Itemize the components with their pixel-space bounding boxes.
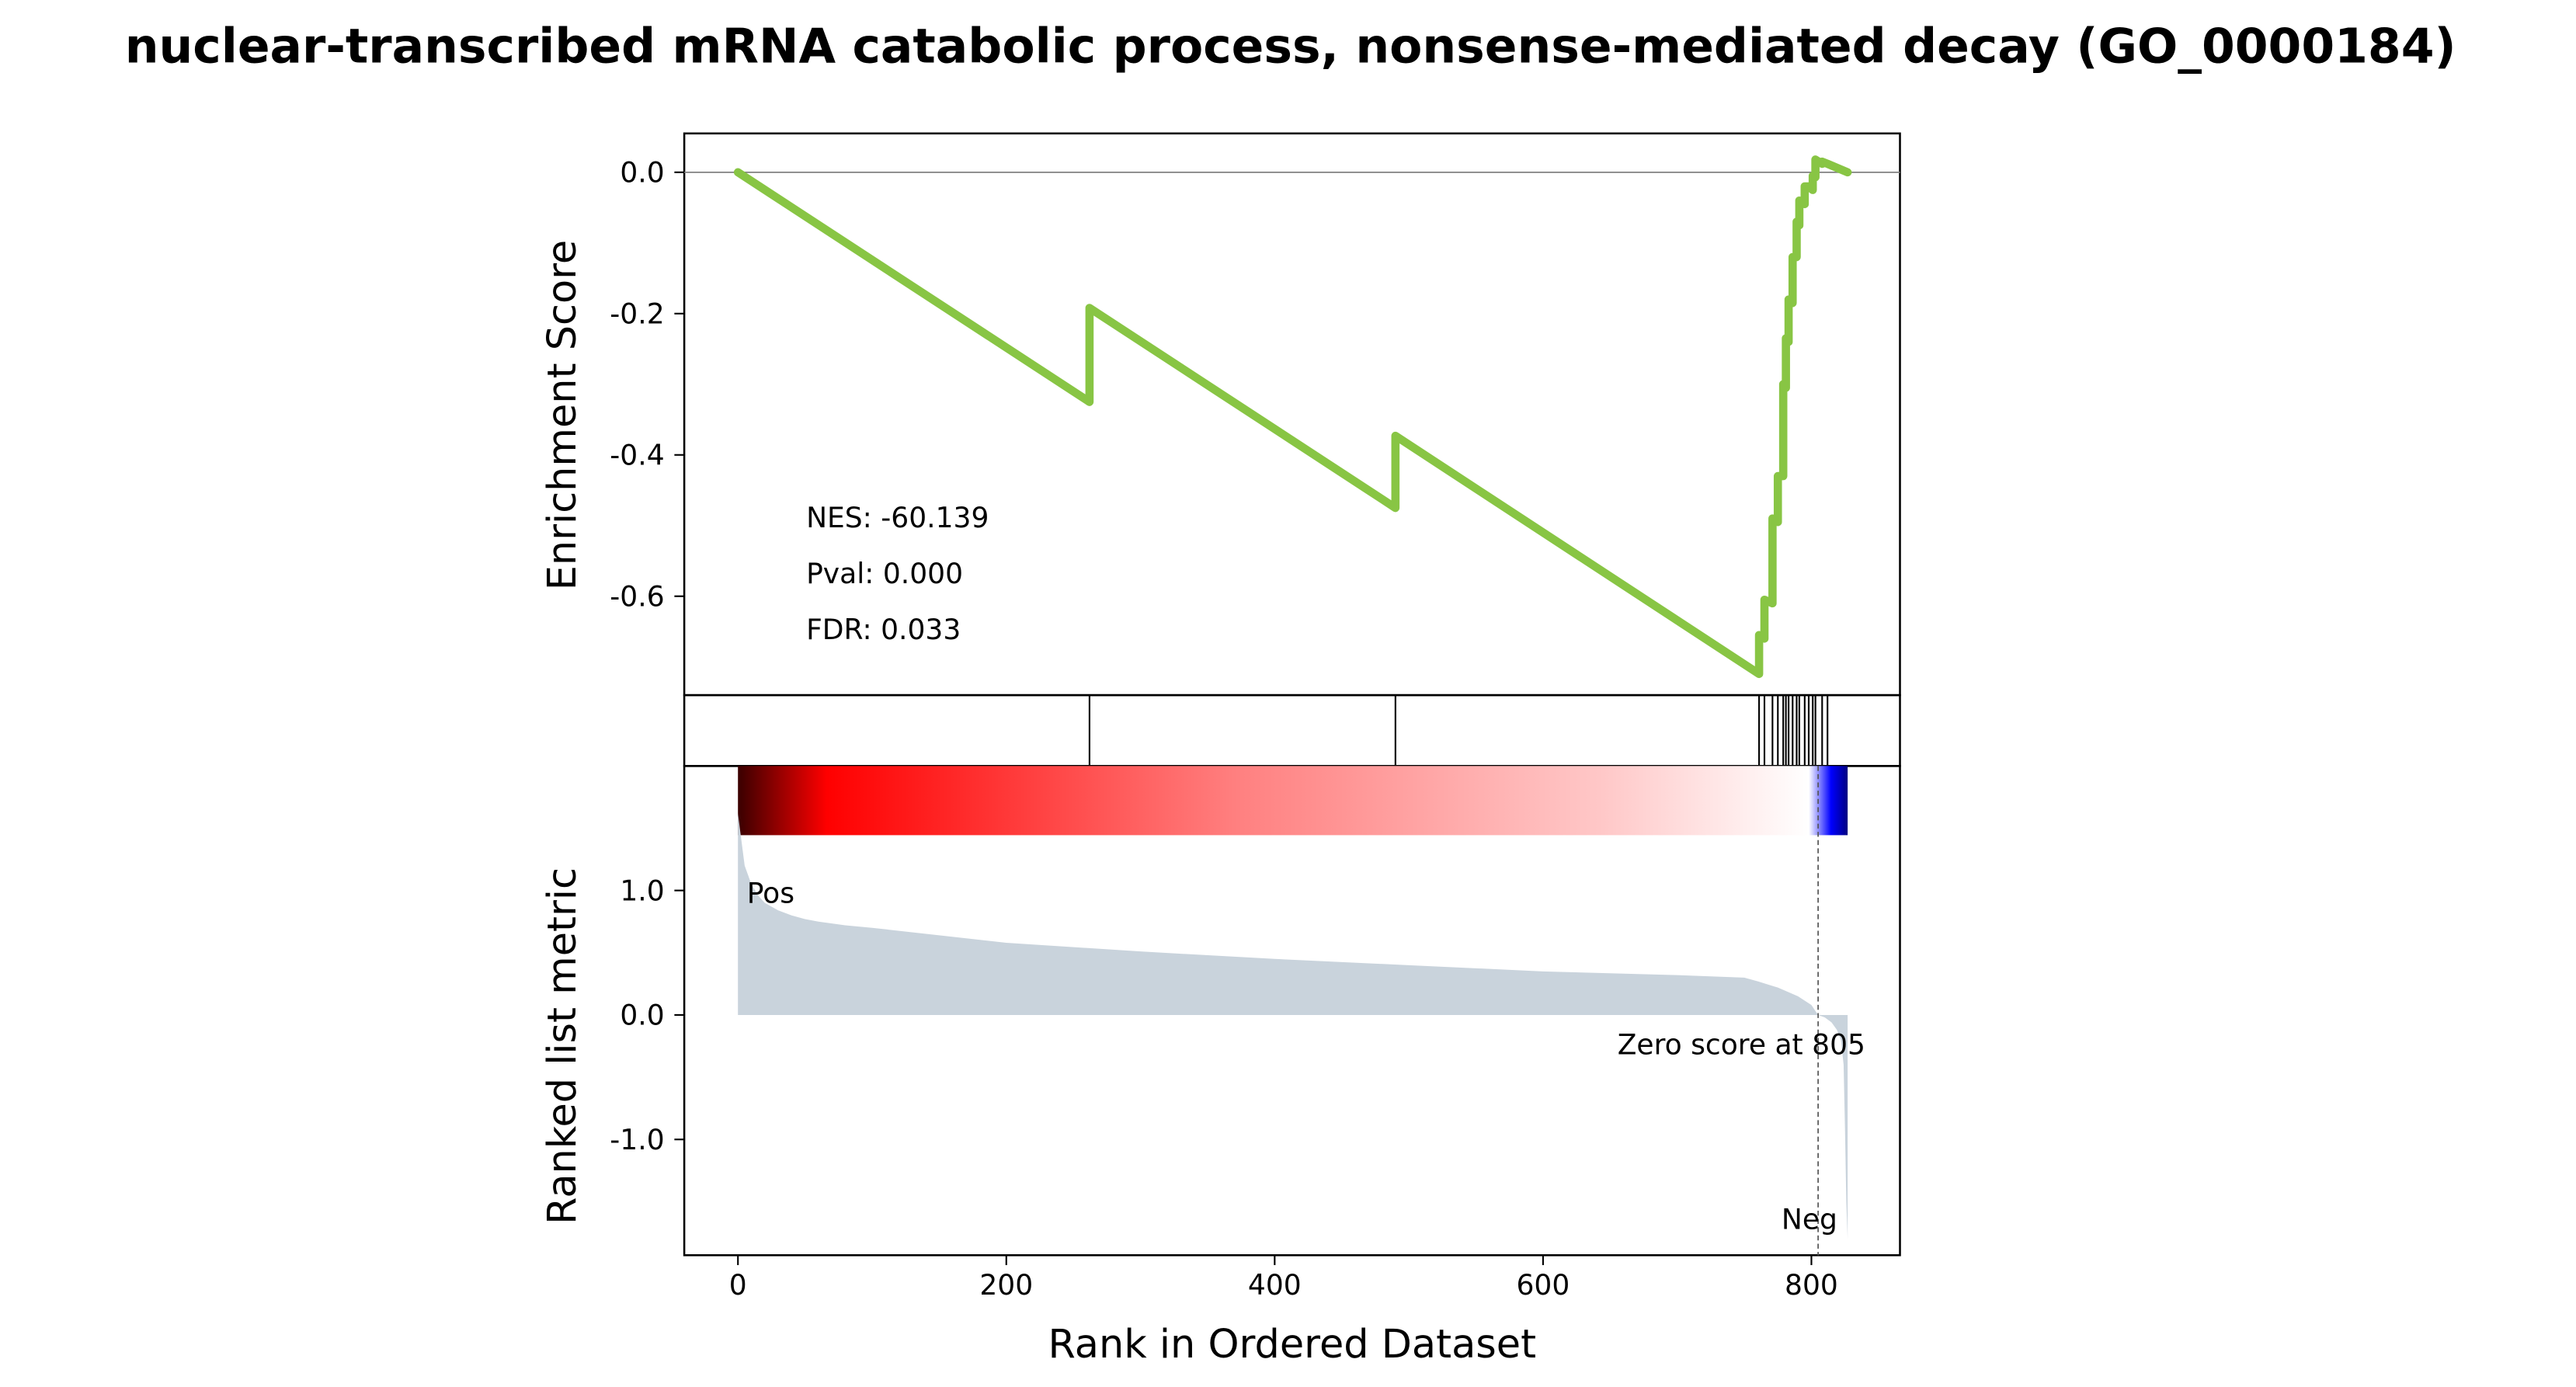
enrichment-score-line <box>733 155 1852 679</box>
x-tick-label: 0 <box>729 1269 747 1302</box>
ranked-metric-y-tick-label: -1.0 <box>610 1124 664 1156</box>
zero-score-label: Zero score at 805 <box>1618 1029 1865 1062</box>
chart-title: nuclear-transcribed mRNA catabolic proce… <box>125 19 2456 75</box>
ranked-metric-y-axis-label: Ranked list metric <box>540 867 586 1225</box>
x-axis-ticks: 0 200 400 600 800 <box>729 1255 1838 1302</box>
enrichment-y-tick-label: -0.6 <box>610 580 664 613</box>
enrichment-y-tick-label: -0.4 <box>610 440 664 472</box>
neg-label: Neg <box>1782 1203 1837 1236</box>
ranked-metric-y-tick-label: 1.0 <box>620 874 664 907</box>
enrichment-y-tick-label: 0.0 <box>620 157 664 189</box>
fdr-stat: FDR: 0.033 <box>806 614 961 646</box>
pos-label: Pos <box>747 877 794 909</box>
x-axis-label: Rank in Ordered Dataset <box>1048 1322 1536 1368</box>
hit-markers <box>1088 695 1829 766</box>
enrichment-panel: 0.0 -0.2 -0.4 -0.6 NES: -60.139 Pval: 0.000… <box>540 132 1901 697</box>
enrichment-y-axis-label: Enrichment Score <box>540 240 586 591</box>
x-tick-label: 400 <box>1248 1269 1302 1302</box>
x-tick-label: 600 <box>1516 1269 1570 1302</box>
enrichment-y-ticks: 0.0 -0.2 -0.4 -0.6 <box>610 157 685 613</box>
hits-panel <box>683 694 1901 767</box>
ranked-metric-panel: 1.0 0.0 -1.0 Pos Neg Zero score at 805 Ran… <box>540 765 1901 1257</box>
x-tick-label: 200 <box>979 1269 1033 1302</box>
hits-panel-frame <box>683 694 1901 767</box>
ranked-metric-y-ticks: 1.0 0.0 -1.0 <box>610 874 685 1156</box>
enrichment-y-tick-label: -0.2 <box>610 298 664 331</box>
x-tick-label: 800 <box>1785 1269 1838 1302</box>
enrichment-panel-frame <box>683 132 1901 697</box>
ranked-metric-y-tick-label: 0.0 <box>620 999 664 1032</box>
pval-stat: Pval: 0.000 <box>806 558 963 590</box>
nes-stat: NES: -60.139 <box>806 502 989 534</box>
ranked-metric-area <box>738 813 1848 1239</box>
rank-colorbar <box>738 766 1848 836</box>
